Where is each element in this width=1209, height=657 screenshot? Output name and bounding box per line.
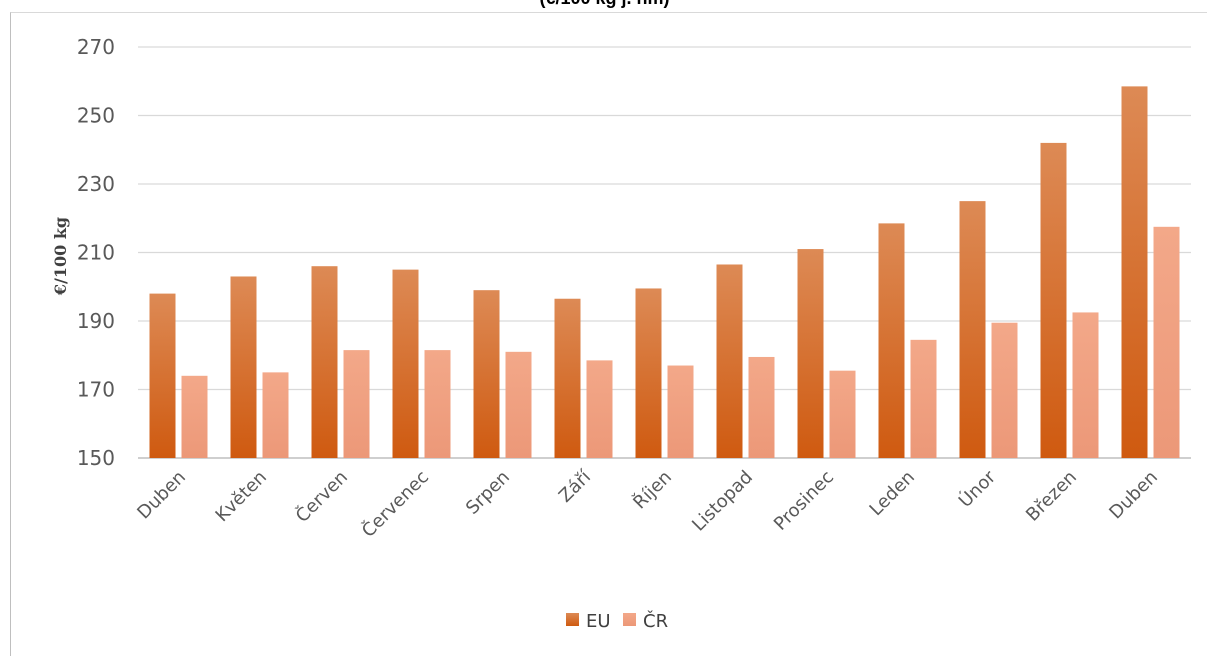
bar-eu	[878, 223, 905, 458]
bar-cr	[829, 370, 856, 458]
bar-cr	[262, 372, 289, 458]
y-tick-label: 230	[77, 172, 115, 196]
bar-cr	[1072, 312, 1099, 458]
x-tick-label: Červenec	[357, 466, 433, 542]
bar-cr	[424, 350, 451, 458]
bar-eu	[230, 276, 257, 458]
y-axis-label: €/100 kg	[51, 217, 70, 296]
chart-frame	[10, 12, 1207, 656]
x-tick-label: Červen	[291, 466, 352, 527]
x-tick-label: Listopad	[688, 467, 757, 536]
bar-eu	[635, 288, 662, 458]
bar-cr	[667, 365, 694, 458]
legend-swatch	[623, 613, 636, 626]
bar-eu	[473, 290, 500, 458]
bar-cr	[343, 350, 370, 458]
bar-eu	[311, 266, 338, 458]
x-tick-label: Leden	[866, 467, 920, 521]
bar-eu	[959, 201, 986, 458]
bar-cr	[586, 360, 613, 458]
x-tick-label: Únor	[954, 466, 1000, 512]
x-tick-label: Září	[555, 466, 596, 507]
y-tick-label: 250	[77, 104, 115, 128]
bar-eu	[1040, 142, 1067, 458]
bar-eu	[392, 269, 419, 458]
bar-cr	[991, 322, 1018, 458]
bar-cr	[748, 356, 775, 458]
bar-cr	[910, 339, 937, 458]
bar-eu	[716, 264, 743, 458]
chart-title: (€/100 kg j. hm)	[0, 0, 1209, 9]
y-tick-label: 210	[77, 241, 115, 265]
legend-item-cr: ČR	[623, 610, 668, 632]
legend-label: ČR	[643, 610, 668, 632]
x-tick-label: Květen	[212, 467, 271, 526]
legend-label: EU	[586, 611, 611, 632]
x-tick-label: Duben	[133, 467, 190, 524]
x-tick-label: Srpen	[462, 467, 514, 519]
bar-eu	[1121, 86, 1148, 458]
legend-swatch	[566, 613, 579, 626]
bar-eu	[149, 293, 176, 458]
x-tick-label: Prosinec	[770, 467, 838, 535]
bar-cr	[1153, 226, 1180, 458]
bar-cr	[181, 375, 208, 458]
y-tick-label: 190	[77, 309, 115, 333]
x-tick-label: Březen	[1022, 467, 1081, 526]
bar-cr	[505, 351, 532, 458]
bar-eu	[554, 298, 581, 458]
x-tick-label: Duben	[1105, 467, 1162, 524]
y-tick-label: 150	[77, 446, 115, 470]
y-tick-label: 270	[77, 35, 115, 59]
y-tick-label: 170	[77, 378, 115, 402]
x-tick-label: Říjen	[629, 466, 676, 513]
bar-eu	[797, 249, 824, 458]
legend-item-eu: EU	[566, 611, 611, 632]
